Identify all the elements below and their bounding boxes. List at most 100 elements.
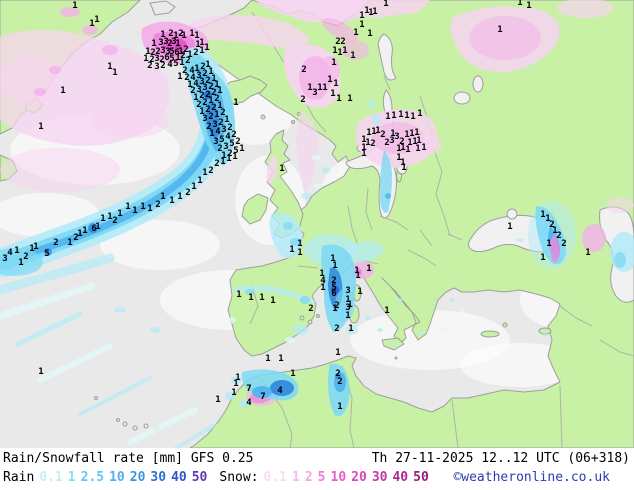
- legend-value: 20: [129, 470, 146, 485]
- precip-value: 2: [308, 304, 313, 314]
- precip-value: 2: [155, 200, 160, 210]
- legend-value: 20: [351, 470, 367, 485]
- precip-value: 1: [199, 38, 204, 48]
- precip-value: 2: [202, 69, 207, 79]
- precip-value: 1: [331, 58, 336, 68]
- precip-value: 3: [163, 37, 168, 47]
- precip-value: 1: [384, 306, 389, 316]
- precip-value: 1: [526, 1, 531, 11]
- precip-value: 3: [171, 37, 176, 47]
- precip-value: 2: [190, 86, 195, 96]
- precip-value: 1: [189, 29, 194, 39]
- precip-value: 1: [160, 192, 165, 202]
- precip-value: 1: [355, 271, 360, 281]
- rain-sardinia: [335, 289, 355, 321]
- precip-value: 2: [556, 231, 561, 241]
- precip-value: 4: [193, 79, 199, 89]
- legend-value: 2.5: [80, 470, 105, 485]
- precip-value: 2: [185, 188, 190, 198]
- legend-value: 50: [413, 470, 429, 485]
- precip-value: 1: [507, 222, 512, 232]
- precip-value: 2: [214, 159, 219, 169]
- land-ibiza: [316, 314, 320, 318]
- precip-value: 2: [199, 91, 204, 101]
- precip-value: 1: [191, 182, 196, 192]
- precip-value: 6: [164, 53, 169, 63]
- credit-link[interactable]: ©weatheronline.co.uk: [453, 470, 610, 485]
- precip-value: 1: [398, 110, 403, 120]
- precip-value: 1: [278, 354, 283, 364]
- precip-value: 1: [221, 151, 226, 161]
- precip-value: 2: [335, 37, 340, 47]
- precip-value: 1: [390, 129, 395, 139]
- precip-value: 1: [297, 239, 302, 249]
- precip-value: 1: [347, 94, 352, 104]
- rain-legend-values: 0.1 1 2.5 10 20 30 40 50: [34, 470, 207, 485]
- snow-scotland: [266, 156, 278, 184]
- precip-value: 1: [320, 283, 325, 293]
- precip-value: 2: [340, 37, 345, 47]
- precip-value: 2: [227, 149, 232, 159]
- precip-value: 1: [107, 212, 112, 222]
- precip-value: 1: [173, 31, 178, 41]
- precip-value: 5: [169, 54, 174, 64]
- precip-value: 1: [400, 143, 405, 153]
- legend-value: 30: [371, 470, 388, 485]
- precip-value: 1: [193, 93, 198, 103]
- precip-value: 1: [354, 266, 359, 276]
- precip-value: 1: [364, 6, 369, 16]
- precip-value: 1: [545, 214, 550, 224]
- precip-value: 1: [187, 50, 192, 60]
- precip-value: 1: [279, 164, 284, 174]
- precip-value: 5: [173, 59, 178, 69]
- precip-value: 1: [205, 60, 210, 70]
- precip-value: 2: [208, 112, 213, 122]
- precip-value: 1: [231, 388, 236, 398]
- precip-value: 1: [233, 379, 238, 389]
- rainfall-areas: [0, 47, 634, 448]
- precip-value: 1: [215, 395, 220, 405]
- precip-value: 2: [335, 369, 340, 379]
- precip-value: 1: [359, 20, 364, 30]
- precip-value: 1: [412, 137, 417, 147]
- snow-caucasus-streak: [549, 234, 560, 263]
- precip-value: 2: [160, 61, 165, 71]
- precip-value: 1: [265, 354, 270, 364]
- precip-value: 1: [372, 7, 377, 17]
- lake-ladoga: [453, 91, 471, 105]
- precip-value: 2: [73, 233, 78, 243]
- legend-value: 10: [330, 470, 347, 485]
- precip-value: 1: [117, 209, 122, 219]
- precip-value: 1: [319, 269, 324, 279]
- precip-value: 1: [220, 157, 225, 167]
- title-row: Rain/Snowfall rate [mm] GFS 0.25 Th 27-1…: [0, 448, 634, 466]
- precip-value: 1: [585, 248, 590, 258]
- sea-of-azov: [506, 208, 518, 220]
- precip-value: 1: [224, 115, 229, 125]
- land-mallorca: [299, 315, 305, 321]
- precip-value: 1: [178, 47, 183, 57]
- precip-value: 1: [497, 25, 502, 35]
- precip-value: 1: [404, 111, 409, 121]
- precip-value: 1: [77, 229, 82, 239]
- precip-value: 2: [549, 220, 554, 230]
- precip-value: 1: [353, 28, 358, 38]
- legend-value: 5: [317, 470, 326, 485]
- precip-value: 1: [107, 62, 112, 72]
- precip-value: 2: [301, 65, 306, 75]
- land-madeira: [94, 396, 98, 400]
- precip-value: 2: [182, 66, 187, 76]
- precip-value: 1: [82, 226, 87, 236]
- precip-value: 1: [371, 127, 376, 137]
- land-menorca: [307, 319, 313, 325]
- precip-value: 1: [214, 110, 219, 120]
- precip-value: 1: [336, 94, 341, 104]
- precip-value: 1: [410, 112, 415, 122]
- precip-value: 2: [149, 55, 154, 65]
- precip-value: 2: [205, 90, 210, 100]
- precip-value: 1: [208, 67, 213, 77]
- precip-value: 1: [181, 31, 186, 41]
- precip-value: 1: [248, 293, 253, 303]
- precip-value: 4: [246, 398, 252, 408]
- valid-time: Th 27-11-2025 12..12 UTC (06+318): [371, 451, 630, 466]
